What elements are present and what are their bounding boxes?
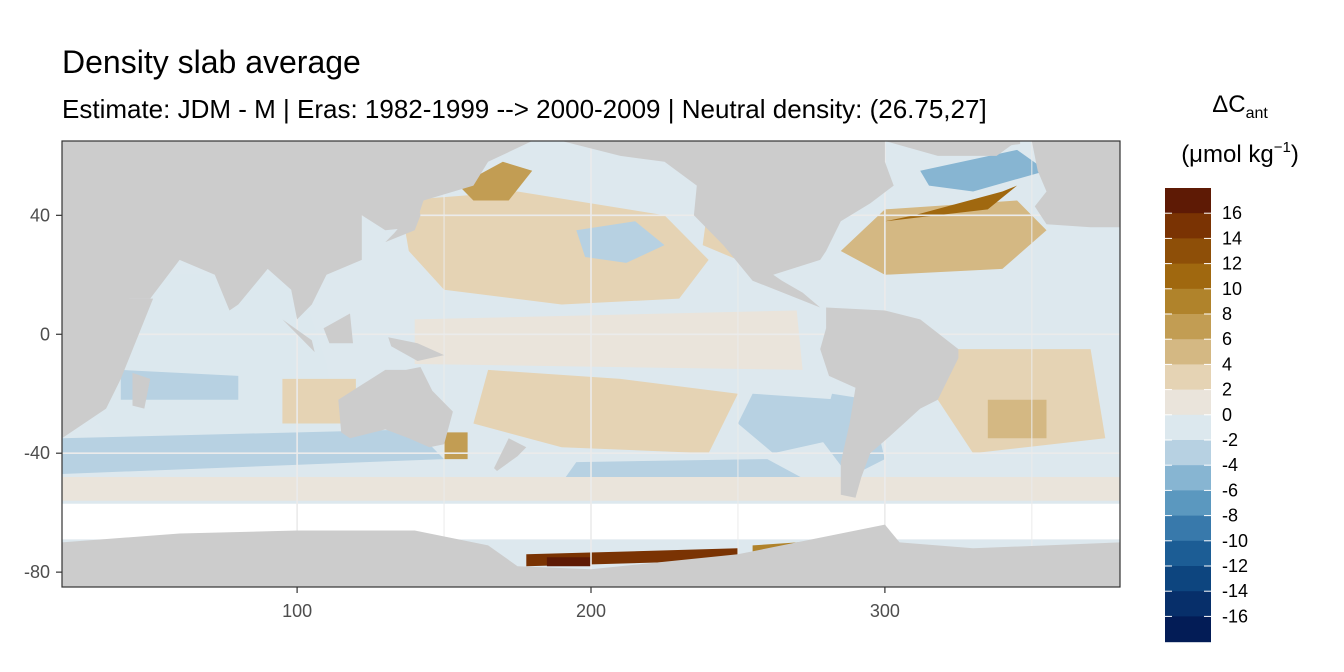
legend-swatch [1165,364,1211,391]
map-panel [62,141,1120,587]
legend-label: -8 [1222,506,1238,526]
legend-label: -6 [1222,480,1238,500]
y-tick-label: 40 [30,205,50,225]
legend-label: 14 [1222,228,1242,248]
legend-label: 0 [1222,405,1232,425]
legend: ΔCant (μmol kg−1) 16 14 12 10 8 6 4 2 0 -2 -4 -6 -8 -10… [1165,91,1299,643]
legend-swatch [1165,389,1211,416]
land-south-america [820,307,959,498]
legend-label: -12 [1222,556,1248,576]
land-new-guinea [388,337,445,361]
land-indonesia-borneo [323,313,353,344]
y-tick-label: -40 [24,443,50,463]
legend-label: 10 [1222,279,1242,299]
legend-title-unit: (μmol kg−1) [1181,139,1299,168]
field-blob-subpolar-north-atlantic [920,149,1047,192]
legend-swatch [1165,213,1211,239]
land-layer [62,141,1120,587]
field-blob-equatorial-pacific [414,310,803,370]
legend-swatch [1165,263,1211,290]
land-africa [62,245,154,439]
field-blob-south-atlantic-pos [987,399,1047,439]
legend-swatch [1165,540,1211,567]
land-europe-west [1031,141,1120,228]
field-blob-ross-shelf-core [546,557,591,567]
field-blob-kuroshio [458,161,533,201]
legend-swatch [1165,288,1211,315]
legend-swatch [1165,515,1211,542]
land-antarctica [62,524,1120,587]
land-japan [385,203,421,243]
field-blob-south-pacific-subtropical [473,369,738,454]
legend-swatch [1165,465,1211,491]
chart-title: Density slab average [62,44,361,80]
land-sumatra [282,319,315,353]
y-tick-label: 0 [40,324,50,344]
land-australia [338,367,453,448]
legend-swatch [1165,616,1211,643]
legend-label: 2 [1222,380,1232,400]
field-blob-tasman [444,432,468,460]
land-north-america [561,141,894,308]
legend-label: -4 [1222,455,1238,475]
legend-unit-suffix: ) [1291,141,1299,168]
legend-swatch [1165,414,1211,441]
legend-swatch [1165,238,1211,265]
legend-swatch [1165,314,1211,340]
legend-title-symbol: ΔCant [1212,91,1268,122]
field-blob-north-pacific-subtropical [400,191,709,305]
legend-unit-prefix: (μmol kg [1181,141,1274,168]
legend-swatch [1165,490,1211,517]
legend-label: 16 [1222,203,1242,223]
chart-subtitle: Estimate: JDM - M | Eras: 1982-1999 --> … [62,94,987,124]
field-blob-gulf-stream [884,185,1018,222]
legend-swatch [1165,591,1211,617]
x-tick-label: 100 [282,601,312,621]
field-blob-indian-subtropical-pos [282,378,356,424]
legend-label: -2 [1222,430,1238,450]
legend-swatch [1165,566,1211,592]
y-tick-label: -80 [24,562,50,582]
legend-label: -16 [1222,606,1248,626]
legend-label: 4 [1222,354,1232,374]
field-blob-north-atlantic-subtropical [840,200,1047,275]
legend-label: -10 [1222,531,1248,551]
land-new-zealand [494,438,527,471]
legend-swatch [1165,440,1211,466]
land-iceland [996,141,1021,147]
legend-unit-superscript: −1 [1274,139,1291,156]
legend-label: 8 [1222,304,1232,324]
legend-label: 12 [1222,254,1242,274]
field-blob-indian-west-band [120,369,239,400]
x-tick-label: 200 [576,601,606,621]
x-tick-label: 300 [870,601,900,621]
legend-label: -14 [1222,581,1248,601]
field-blob-north-pacific-mode-water [576,221,665,263]
land-greenland [884,141,1018,156]
field-blob-south-pacific-east [737,393,841,454]
legend-title-main: ΔC [1212,91,1245,118]
field-blob-southern-indian [62,429,445,474]
land-eurasia [62,141,533,320]
legend-swatch [1165,188,1211,214]
legend-swatch [1165,339,1211,365]
legend-label: 6 [1222,329,1232,349]
land-madagascar [132,372,151,409]
legend-title-subscript: ant [1246,105,1269,122]
